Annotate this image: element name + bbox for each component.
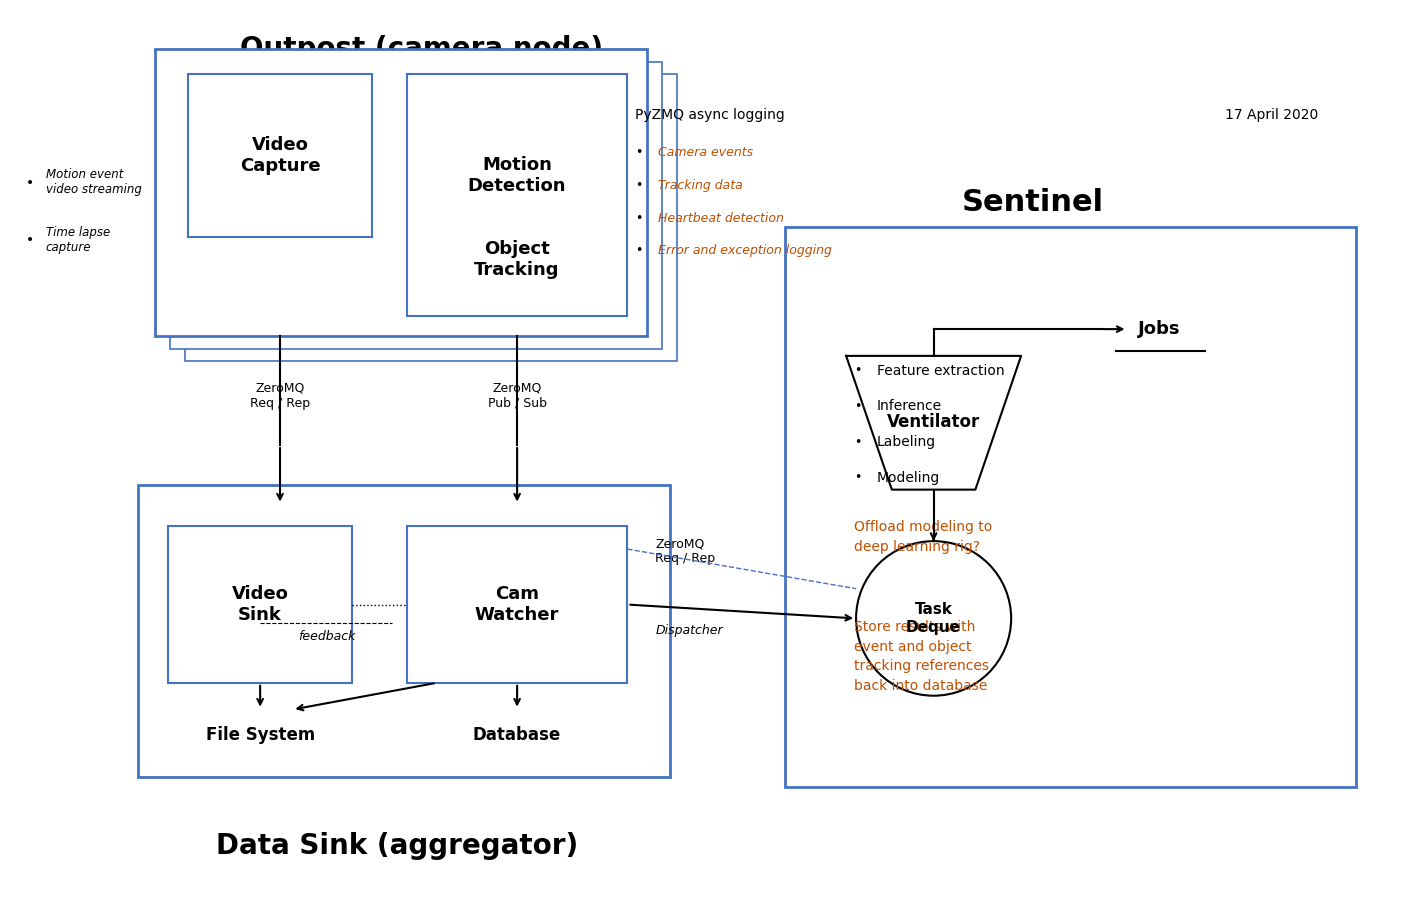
- Text: File System: File System: [205, 726, 314, 744]
- Text: •: •: [636, 212, 643, 225]
- Text: Sentinel: Sentinel: [962, 188, 1104, 217]
- Text: PyZMQ async logging: PyZMQ async logging: [636, 108, 786, 122]
- Text: Data Sink (aggregator): Data Sink (aggregator): [216, 832, 578, 860]
- Text: •: •: [27, 233, 34, 247]
- Text: •: •: [27, 176, 34, 190]
- FancyBboxPatch shape: [168, 526, 352, 683]
- Text: Object
Tracking: Object Tracking: [474, 240, 560, 279]
- Text: ZeroMQ
Pub / Sub: ZeroMQ Pub / Sub: [488, 382, 547, 410]
- FancyBboxPatch shape: [185, 74, 678, 361]
- Text: •: •: [854, 472, 861, 484]
- Text: •: •: [854, 436, 861, 448]
- Text: Cam
Watcher: Cam Watcher: [474, 585, 560, 624]
- FancyBboxPatch shape: [139, 485, 671, 777]
- Text: Video
Capture: Video Capture: [240, 136, 320, 175]
- Text: Outpost (camera node): Outpost (camera node): [240, 35, 603, 63]
- Text: •: •: [854, 400, 861, 413]
- FancyBboxPatch shape: [784, 227, 1357, 787]
- Text: Ventilator: Ventilator: [887, 413, 981, 431]
- Text: Motion event
video streaming: Motion event video streaming: [46, 168, 142, 196]
- FancyBboxPatch shape: [156, 49, 647, 336]
- Text: Labeling: Labeling: [877, 435, 936, 449]
- Text: Store results with
event and object
tracking references
back into database: Store results with event and object trac…: [854, 620, 989, 693]
- Text: Offload modeling to
deep learning rig?: Offload modeling to deep learning rig?: [854, 520, 992, 554]
- Text: feedback: feedback: [299, 630, 356, 643]
- FancyBboxPatch shape: [188, 74, 372, 237]
- FancyBboxPatch shape: [170, 61, 662, 349]
- Text: Jobs: Jobs: [1138, 320, 1180, 338]
- Text: Modeling: Modeling: [877, 471, 940, 485]
- Text: Camera events: Camera events: [658, 147, 753, 159]
- Text: ZeroMQ
Req / Rep: ZeroMQ Req / Rep: [655, 537, 716, 565]
- Text: Motion
Detection: Motion Detection: [467, 157, 567, 195]
- Text: Tracking data: Tracking data: [658, 179, 744, 192]
- Text: •: •: [636, 245, 643, 257]
- Text: •: •: [854, 364, 861, 377]
- Text: Feature extraction: Feature extraction: [877, 364, 1005, 378]
- Text: ZeroMQ
Req / Rep: ZeroMQ Req / Rep: [250, 382, 310, 410]
- Text: 17 April 2020: 17 April 2020: [1225, 108, 1319, 122]
- FancyBboxPatch shape: [407, 74, 627, 316]
- Text: Error and exception logging: Error and exception logging: [658, 245, 832, 257]
- Text: Inference: Inference: [877, 400, 941, 413]
- Text: Video
Sink: Video Sink: [231, 585, 289, 624]
- Text: •: •: [636, 179, 643, 192]
- Text: Dispatcher: Dispatcher: [655, 624, 723, 637]
- Text: Heartbeat detection: Heartbeat detection: [658, 212, 784, 225]
- Text: •: •: [636, 147, 643, 159]
- FancyBboxPatch shape: [407, 526, 627, 683]
- Text: Database: Database: [473, 726, 561, 744]
- Text: Task
Deque: Task Deque: [906, 602, 961, 634]
- Text: Time lapse
capture: Time lapse capture: [46, 226, 111, 254]
